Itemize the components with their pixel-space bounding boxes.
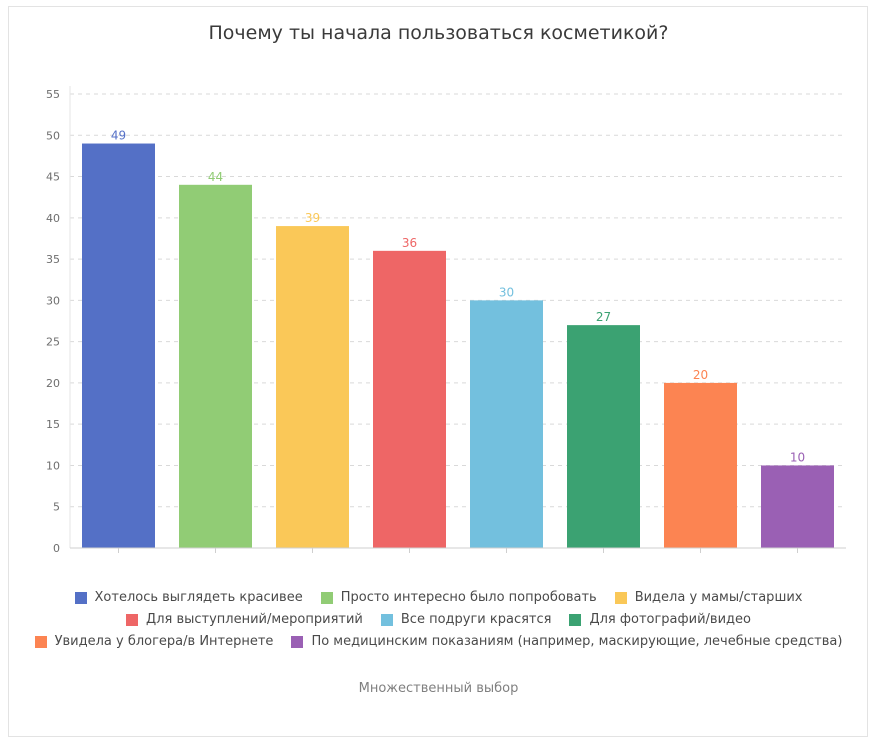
bar[interactable] — [179, 184, 252, 549]
legend-swatch — [291, 636, 304, 648]
y-tick-label: 40 — [46, 212, 60, 225]
legend-item[interactable]: По медицинским показаниям (например, мас… — [291, 634, 842, 650]
bar[interactable] — [567, 325, 640, 548]
chart-title: Почему ты начала пользоваться косметикой… — [208, 22, 669, 44]
legend-item[interactable]: Для фотографий/видео — [569, 612, 751, 628]
legend-label: Увидела у блогера/в Интернете — [54, 634, 274, 649]
bar-value-label: 20 — [693, 368, 708, 382]
legend-item[interactable]: Все подруги красятся — [380, 612, 552, 628]
y-tick-label: 5 — [53, 501, 60, 514]
bar-value-label: 39 — [305, 211, 320, 225]
y-tick-label: 55 — [46, 88, 60, 101]
legend-item[interactable]: Просто интересно было попробовать — [320, 590, 597, 606]
y-tick-label: 25 — [46, 336, 60, 349]
bar-value-label: 27 — [596, 310, 611, 324]
legend-swatch — [380, 614, 393, 626]
legend-swatch — [126, 614, 139, 626]
bar-value-label: 44 — [208, 170, 223, 184]
legend: Хотелось выглядеть красивее Просто интере… — [20, 590, 857, 650]
legend-swatch — [74, 592, 87, 604]
y-axis: 0 5 10 15 20 25 30 35 40 45 50 55 — [46, 86, 71, 555]
legend-swatch — [614, 592, 627, 604]
legend-item[interactable]: Увидела у блогера/в Интернете — [34, 634, 274, 650]
legend-label: Для выступлений/мероприятий — [146, 612, 363, 627]
bars — [82, 143, 834, 549]
bar[interactable] — [373, 250, 446, 548]
y-tick-label: 35 — [46, 253, 60, 266]
legend-swatch — [34, 636, 47, 648]
chart-note: Множественный выбор — [358, 681, 519, 696]
y-tick-label: 20 — [46, 377, 60, 390]
y-tick-label: 15 — [46, 418, 60, 431]
legend-label: Хотелось выглядеть красивее — [94, 590, 303, 605]
data-labels: 49 44 39 36 30 27 20 10 — [111, 129, 805, 465]
y-tick-label: 45 — [46, 171, 60, 184]
bar-value-label: 49 — [111, 129, 126, 143]
bar[interactable] — [761, 465, 834, 548]
y-tick-label: 50 — [46, 129, 60, 142]
bar[interactable] — [82, 143, 155, 548]
bar-value-label: 30 — [499, 285, 514, 299]
bar[interactable] — [276, 226, 349, 548]
bar-value-label: 36 — [402, 236, 417, 250]
y-tick-label: 30 — [46, 294, 60, 307]
bar[interactable] — [664, 382, 737, 548]
y-tick-label: 10 — [46, 459, 60, 472]
legend-swatch — [320, 592, 333, 604]
legend-label: По медицинским показаниям (например, мас… — [311, 634, 843, 649]
legend-item[interactable]: Для выступлений/мероприятий — [126, 612, 363, 628]
legend-label: Все подруги красятся — [400, 612, 552, 627]
x-axis — [70, 547, 846, 553]
y-tick-label: 0 — [53, 542, 60, 555]
legend-label: Для фотографий/видео — [589, 612, 751, 627]
bar-value-label: 10 — [790, 450, 805, 464]
legend-label: Видела у мамы/старших — [634, 590, 803, 605]
legend-item[interactable]: Видела у мамы/старших — [614, 590, 803, 606]
bar[interactable] — [470, 300, 543, 548]
legend-item[interactable]: Хотелось выглядеть красивее — [74, 590, 303, 606]
legend-swatch — [569, 614, 582, 626]
legend-label: Просто интересно было попробовать — [340, 590, 597, 605]
